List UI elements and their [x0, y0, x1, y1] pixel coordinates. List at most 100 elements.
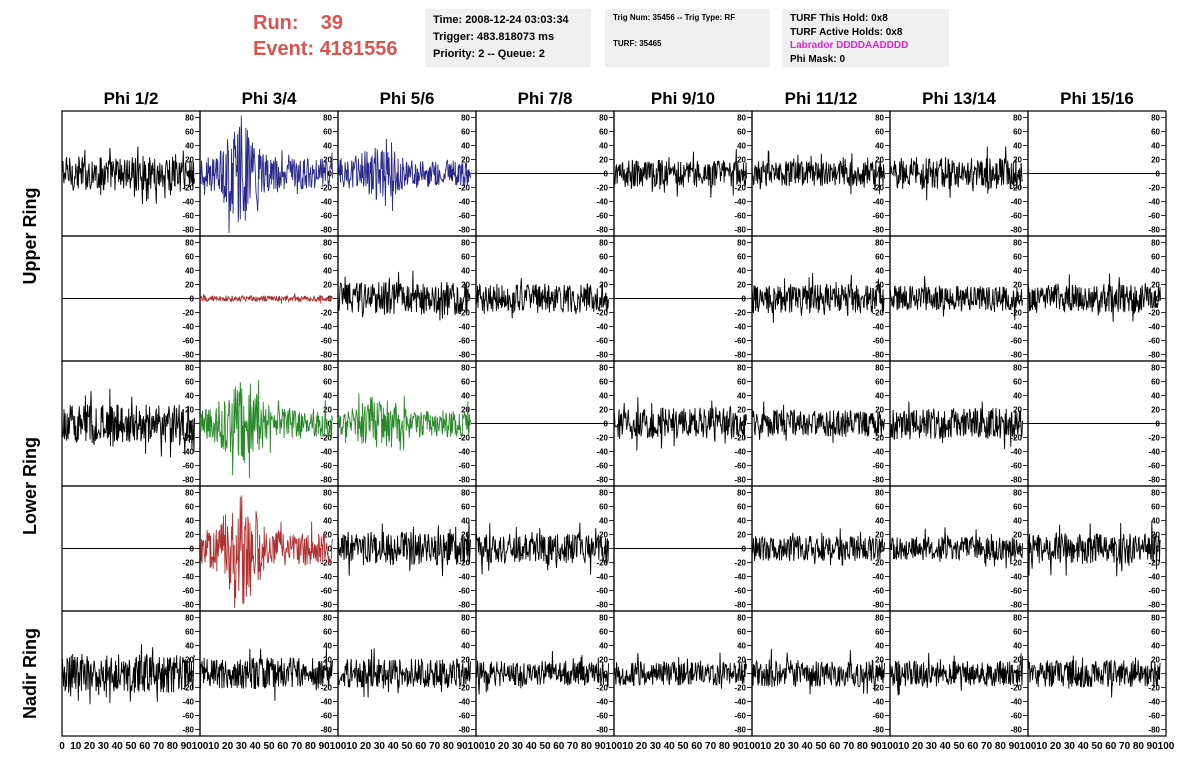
y-tick-label: 80	[1151, 114, 1160, 123]
y-tick-label: 60	[323, 128, 332, 137]
x-tick-label: 20	[498, 741, 510, 752]
y-tick-label: 80	[737, 114, 746, 123]
y-tick-label: -20	[596, 684, 608, 693]
x-tick-label: 80	[443, 741, 455, 752]
y-tick-label: -20	[1010, 684, 1022, 693]
x-tick-label: 50	[815, 741, 827, 752]
y-tick-label: 60	[1151, 128, 1160, 137]
priority-text: Priority: 2 -- Queue: 2	[433, 48, 545, 60]
y-tick-label: -60	[734, 587, 746, 596]
y-tick-label: -20	[734, 309, 746, 318]
y-tick-label: 60	[461, 628, 470, 637]
y-tick-label: 40	[599, 142, 608, 151]
y-tick-label: -60	[458, 212, 470, 221]
y-tick-label: -60	[1010, 587, 1022, 596]
waveform-trace	[199, 495, 333, 609]
y-tick-label: 40	[185, 392, 194, 401]
y-tick-label: 0	[466, 295, 471, 304]
panel-frame	[199, 110, 339, 237]
y-tick-label: 80	[875, 239, 884, 248]
waveform-trace	[337, 270, 471, 321]
x-tick-label: 90	[1009, 741, 1021, 752]
y-tick-label: 40	[875, 517, 884, 526]
y-tick-label: -60	[734, 337, 746, 346]
y-tick-label: -40	[1010, 323, 1022, 332]
x-tick-label: 80	[305, 741, 317, 752]
y-tick-label: 40	[461, 517, 470, 526]
y-tick-label: 20	[461, 531, 470, 540]
y-tick-label: 0	[604, 170, 609, 179]
y-tick-label: 0	[604, 670, 609, 679]
x-tick-label: 100	[1020, 741, 1037, 752]
y-tick-label: -60	[458, 337, 470, 346]
y-tick-label: -60	[1148, 587, 1160, 596]
y-tick-label: 40	[737, 392, 746, 401]
y-tick-label: 20	[1013, 656, 1022, 665]
y-tick-label: 40	[875, 267, 884, 276]
y-tick-label: -20	[872, 559, 884, 568]
y-tick-label: 0	[604, 420, 609, 429]
y-tick-label: -60	[1010, 712, 1022, 721]
y-tick-label: 60	[1013, 503, 1022, 512]
y-tick-label: 20	[1013, 281, 1022, 290]
y-tick-label: 40	[875, 142, 884, 151]
turf-this-hold: TURF This Hold: 0x8	[790, 13, 888, 24]
x-tick-label: 70	[429, 741, 441, 752]
y-tick-label: -80	[596, 726, 608, 735]
x-tick-label: 70	[981, 741, 993, 752]
waveform-trace	[199, 115, 333, 234]
y-tick-label: -40	[182, 698, 194, 707]
y-tick-label: 40	[323, 392, 332, 401]
y-tick-label: -20	[320, 309, 332, 318]
y-tick-label: -20	[872, 434, 884, 443]
y-tick-label: -40	[1148, 323, 1160, 332]
waveform-trace	[751, 648, 885, 695]
y-tick-label: 80	[737, 614, 746, 623]
y-tick-label: 40	[737, 642, 746, 651]
y-tick-label: 80	[1013, 364, 1022, 373]
y-tick-label: 60	[185, 503, 194, 512]
y-tick-label: -40	[872, 448, 884, 457]
x-tick-label: 30	[1064, 741, 1076, 752]
y-tick-label: 0	[190, 295, 195, 304]
waveform-trace	[889, 146, 1023, 201]
y-tick-label: 40	[875, 642, 884, 651]
y-tick-label: 20	[323, 281, 332, 290]
y-tick-label: 80	[599, 114, 608, 123]
y-tick-label: -40	[182, 448, 194, 457]
y-tick-label: 20	[737, 531, 746, 540]
x-tick-label: 60	[277, 741, 289, 752]
y-tick-label: -80	[458, 726, 470, 735]
y-tick-label: 40	[185, 642, 194, 651]
waveform-trace	[1027, 655, 1161, 698]
event-label: Event:	[253, 38, 315, 60]
y-tick-label: 40	[1151, 517, 1160, 526]
y-tick-label: -60	[1010, 337, 1022, 346]
y-tick-label: -40	[1010, 448, 1022, 457]
y-tick-label: -40	[734, 198, 746, 207]
y-tick-label: -80	[458, 351, 470, 360]
y-tick-label: 20	[875, 406, 884, 415]
y-tick-label: -80	[458, 476, 470, 485]
y-tick-label: 40	[875, 392, 884, 401]
x-tick-label: 30	[374, 741, 386, 752]
y-tick-label: 40	[323, 642, 332, 651]
y-tick-label: -40	[458, 323, 470, 332]
y-tick-label: 0	[328, 545, 333, 554]
y-tick-label: -60	[872, 587, 884, 596]
y-tick-label: 20	[323, 656, 332, 665]
y-tick-label: -20	[182, 309, 194, 318]
y-tick-label: -20	[320, 434, 332, 443]
y-tick-label: -60	[596, 462, 608, 471]
y-tick-label: -40	[1148, 448, 1160, 457]
y-tick-label: -80	[734, 726, 746, 735]
y-tick-label: -40	[596, 698, 608, 707]
run-row: Run: 39	[253, 10, 398, 36]
x-tick-label: 70	[1119, 741, 1131, 752]
y-tick-label: 20	[461, 281, 470, 290]
y-tick-label: -20	[1148, 309, 1160, 318]
y-tick-label: -40	[320, 698, 332, 707]
y-tick-label: 40	[1151, 642, 1160, 651]
y-tick-label: 40	[1013, 517, 1022, 526]
y-tick-label: 80	[323, 489, 332, 498]
